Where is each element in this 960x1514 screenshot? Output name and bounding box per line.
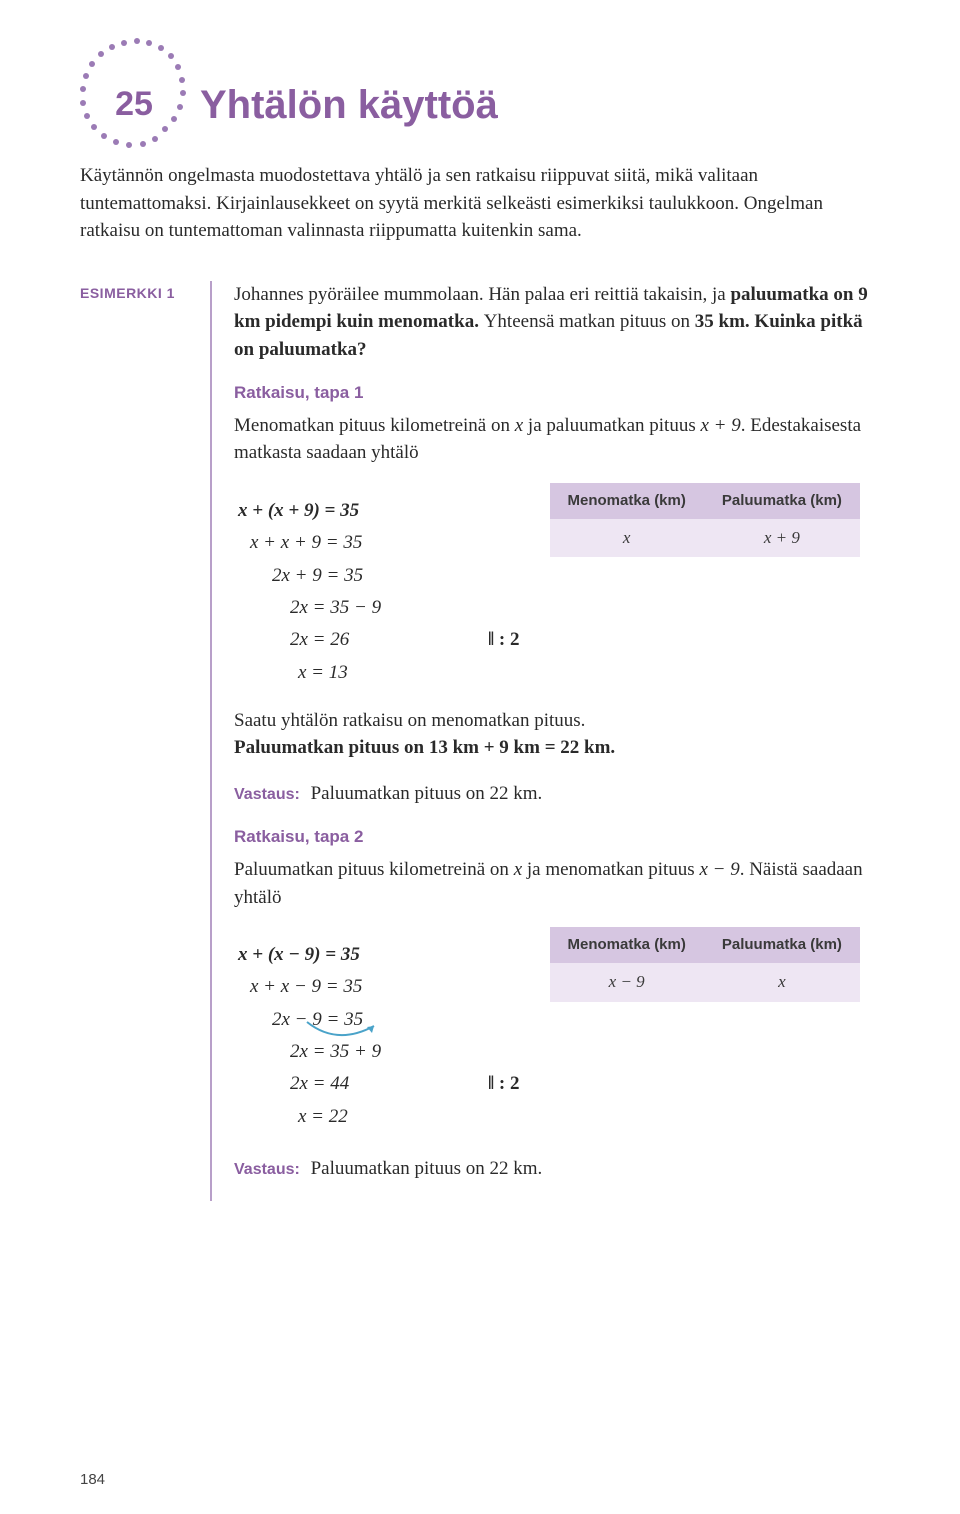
equation-row: 2x = 35 − 9	[238, 592, 520, 624]
s1-th-0: Menomatka (km)	[550, 483, 704, 519]
solution2-equations: x + (x − 9) = 35x + x − 9 = 352x − 9 = 3…	[238, 939, 520, 1133]
solution2-table: Menomatka (km) Paluumatka (km) x − 9 x	[550, 927, 860, 1001]
equation-row: x = 22	[238, 1101, 520, 1133]
textbook-page: 25 Yhtälön käyttöä Käytännön ongelmasta …	[0, 0, 960, 1514]
equation-row: 2x − 9 = 35	[238, 1004, 520, 1036]
solution2-body: x + (x − 9) = 35x + x − 9 = 352x − 9 = 3…	[234, 929, 880, 1151]
s1-td-0: x	[550, 519, 704, 558]
s1-lead-mid: ja paluumatkan pituus	[523, 415, 700, 436]
s2-answer-label: Vastaus:	[234, 1161, 300, 1178]
solution2-lead: Paluumatkan pituus kilometreinä on x ja …	[234, 856, 880, 911]
example-label: ESIMERKKI 1	[80, 281, 190, 1201]
solution2-answer: Vastaus: Paluumatkan pituus on 22 km.	[234, 1155, 880, 1183]
solution1-body: x + (x + 9) = 35x + x + 9 = 352x + 9 = 3…	[234, 485, 880, 707]
s1-answer-text: Paluumatkan pituus on 22 km.	[311, 783, 543, 804]
s1-conc-bold: Paluumatkan pituus on 13 km + 9 km = 22 …	[234, 737, 615, 758]
equation-row: x + x + 9 = 35	[238, 527, 520, 559]
problem-mid: Yhteensä matkan pituus on	[484, 311, 695, 332]
problem-statement: Johannes pyöräilee mummolaan. Hän palaa …	[234, 281, 880, 364]
intro-paragraph: Käytännön ongelmasta muodostettava yhtäl…	[80, 162, 880, 245]
s1-td-1: x + 9	[704, 519, 860, 558]
s2-td-1: x	[704, 963, 860, 1002]
solution1-heading: Ratkaisu, tapa 1	[234, 381, 880, 406]
s2-th-1: Paluumatka (km)	[704, 927, 860, 963]
s1-lead-v2: x + 9	[700, 415, 740, 436]
chapter-number-circle: 25	[104, 74, 164, 134]
problem-pre: Johannes pyöräilee mummolaan. Hän palaa …	[234, 284, 730, 305]
equation-row: 2x = 44‖ : 2	[238, 1068, 520, 1100]
s2-th-0: Menomatka (km)	[550, 927, 704, 963]
s1-th-1: Paluumatka (km)	[704, 483, 860, 519]
chapter-header: 25 Yhtälön käyttöä	[80, 40, 880, 140]
equation-row: x + x − 9 = 35	[238, 971, 520, 1003]
chapter-title: Yhtälön käyttöä	[200, 83, 498, 128]
example-1: ESIMERKKI 1 Johannes pyöräilee mummolaan…	[80, 281, 880, 1201]
page-number: 184	[80, 1471, 105, 1488]
equation-row: 2x + 9 = 35	[238, 560, 520, 592]
solution1-equations: x + (x + 9) = 35x + x + 9 = 352x + 9 = 3…	[238, 495, 520, 689]
solution2-heading: Ratkaisu, tapa 2	[234, 825, 880, 850]
s2-td-0: x − 9	[550, 963, 704, 1002]
equation-row: x + (x − 9) = 35	[238, 939, 520, 971]
s2-lead-pre: Paluumatkan pituus kilometreinä on	[234, 859, 514, 880]
solution1-table: Menomatka (km) Paluumatka (km) x x + 9	[550, 483, 860, 557]
s1-lead-pre: Menomatkan pituus kilometreinä on	[234, 415, 515, 436]
example-content: Johannes pyöräilee mummolaan. Hän palaa …	[210, 281, 880, 1201]
s2-lead-mid: ja menomatkan pituus	[522, 859, 699, 880]
equation-row: 2x = 26‖ : 2	[238, 624, 520, 656]
s2-lead-v1: x	[514, 859, 522, 880]
equation-row: x + (x + 9) = 35	[238, 495, 520, 527]
s1-answer-label: Vastaus:	[234, 786, 300, 803]
solution1-answer: Vastaus: Paluumatkan pituus on 22 km.	[234, 780, 880, 808]
equation-row: x = 13	[238, 657, 520, 689]
s2-answer-text: Paluumatkan pituus on 22 km.	[311, 1158, 543, 1179]
solution1-conclusion: Saatu yhtälön ratkaisu on menomatkan pit…	[234, 707, 880, 762]
solution1-lead: Menomatkan pituus kilometreinä on x ja p…	[234, 412, 880, 467]
chapter-badge: 25	[80, 40, 200, 140]
chapter-number: 25	[115, 85, 153, 124]
s1-conc-pre: Saatu yhtälön ratkaisu on menomatkan pit…	[234, 710, 585, 731]
s2-lead-v2: x − 9	[699, 859, 739, 880]
s1-lead-v1: x	[515, 415, 523, 436]
